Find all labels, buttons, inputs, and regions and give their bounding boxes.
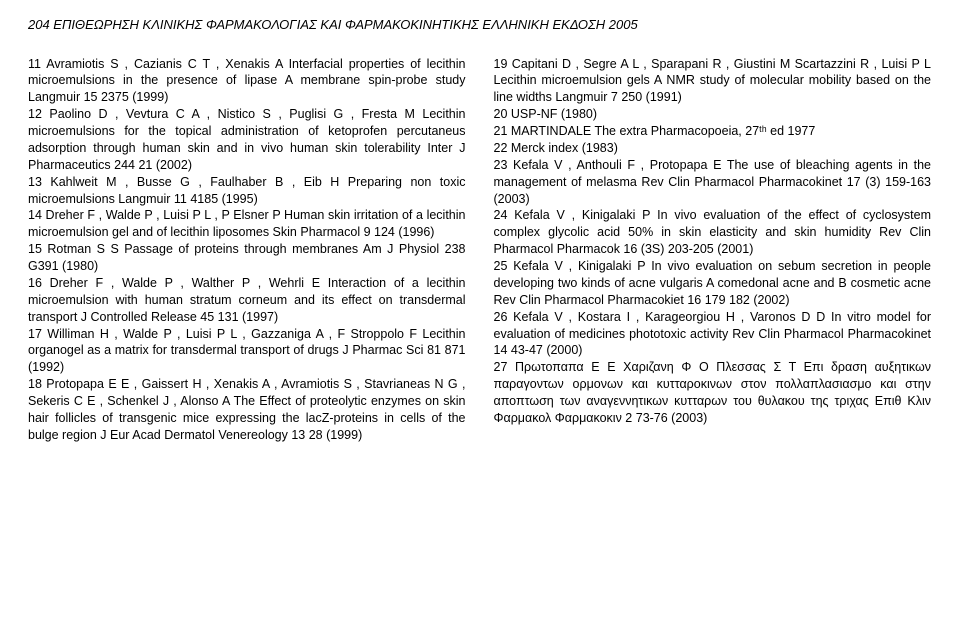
reference-item: 21 MARTINDALE The extra Pharmacopoeia, 2… xyxy=(494,123,932,140)
reference-item: 19 Capitani D , Segre A L , Sparapani R … xyxy=(494,56,932,107)
reference-item: 22 Merck index (1983) xyxy=(494,140,932,157)
reference-item: 26 Kefala V , Kostara I , Karageorgiou H… xyxy=(494,309,932,360)
reference-item: 20 USP-NF (1980) xyxy=(494,106,932,123)
reference-item: 13 Kahlweit M , Busse G , Faulhaber B , … xyxy=(28,174,466,208)
right-column: 19 Capitani D , Segre A L , Sparapani R … xyxy=(494,56,932,444)
left-column: 11 Avramiotis S , Cazianis C T , Xenakis… xyxy=(28,56,466,444)
reference-item: 12 Paolino D , Vevtura C A , Nistico S ,… xyxy=(28,106,466,174)
reference-item: 23 Kefala V , Anthouli F , Protopapa E T… xyxy=(494,157,932,208)
reference-item: 18 Protopapa E E , Gaissert H , Xenakis … xyxy=(28,376,466,444)
reference-item: 24 Kefala V , Kinigalaki P In vivo evalu… xyxy=(494,207,932,258)
reference-item: 25 Kefala V , Kinigalaki P In vivo evalu… xyxy=(494,258,932,309)
reference-item: 17 Williman H , Walde P , Luisi P L , Ga… xyxy=(28,326,466,377)
page-header: 204 ΕΠΙΘΕΩΡΗΣΗ ΚΛΙΝΙΚΗΣ ΦΑΡΜΑΚΟΛΟΓΙΑΣ ΚΑ… xyxy=(28,16,931,34)
reference-item: 16 Dreher F , Walde P , Walther P , Wehr… xyxy=(28,275,466,326)
reference-item: 27 Πρωτοπαπα Ε Ε Χαριζανη Φ Ο Πλεσσας Σ … xyxy=(494,359,932,427)
reference-item: 15 Rotman S S Passage of proteins throug… xyxy=(28,241,466,275)
columns-container: 11 Avramiotis S , Cazianis C T , Xenakis… xyxy=(28,56,931,444)
reference-item: 11 Avramiotis S , Cazianis C T , Xenakis… xyxy=(28,56,466,107)
reference-item: 14 Dreher F , Walde P , Luisi P L , P El… xyxy=(28,207,466,241)
